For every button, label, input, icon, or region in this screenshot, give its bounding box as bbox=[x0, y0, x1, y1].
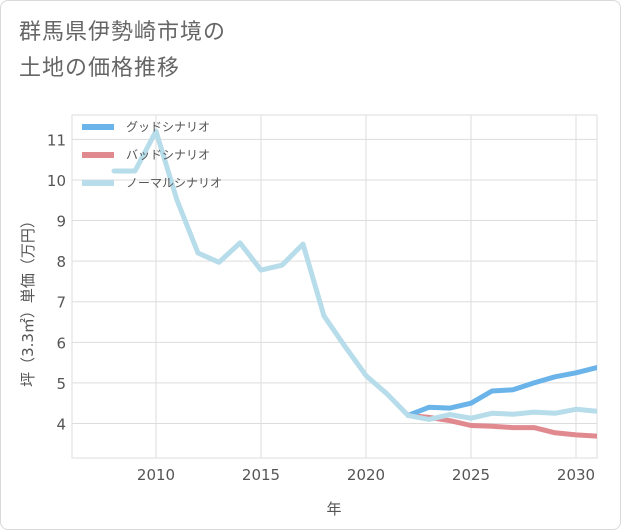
series-line-normal bbox=[111, 128, 597, 422]
y-axis-label: 坪（3.3㎡）単価（万円） bbox=[19, 213, 37, 387]
y-tick-label: 11 bbox=[47, 131, 66, 149]
x-tick-label: 2030 bbox=[557, 466, 595, 484]
y-tick-label: 8 bbox=[56, 253, 66, 271]
legend-label: グッドシナリオ bbox=[126, 120, 210, 134]
x-tick-label: 2025 bbox=[452, 466, 490, 484]
legend-label: ノーマルシナリオ bbox=[126, 176, 222, 190]
series-lines bbox=[111, 128, 597, 439]
y-tick-label: 10 bbox=[47, 172, 66, 190]
legend-label: バッドシナリオ bbox=[126, 148, 210, 162]
y-tick-label: 6 bbox=[56, 334, 66, 352]
x-axis-label: 年 bbox=[326, 500, 341, 518]
x-tick-label: 2010 bbox=[137, 466, 175, 484]
chart-title: 群馬県伊勢崎市境の 土地の価格推移 bbox=[19, 15, 339, 87]
x-tick-label: 2020 bbox=[347, 466, 385, 484]
chart-title-line1: 群馬県伊勢崎市境の bbox=[19, 20, 227, 45]
grid-lines bbox=[72, 115, 597, 458]
y-tick-label: 5 bbox=[56, 375, 66, 393]
tick-labels: 2010 2015 2020 2025 2030 4 5 6 7 8 9 10 11 bbox=[47, 131, 595, 484]
y-tick-label: 7 bbox=[56, 294, 66, 312]
series-line-good bbox=[405, 365, 597, 418]
y-tick-label: 9 bbox=[56, 213, 66, 231]
y-tick-label: 4 bbox=[56, 415, 66, 433]
chart-title-line2: 土地の価格推移 bbox=[19, 56, 181, 81]
plot-area-border bbox=[71, 114, 598, 459]
x-tick-label: 2015 bbox=[242, 466, 280, 484]
